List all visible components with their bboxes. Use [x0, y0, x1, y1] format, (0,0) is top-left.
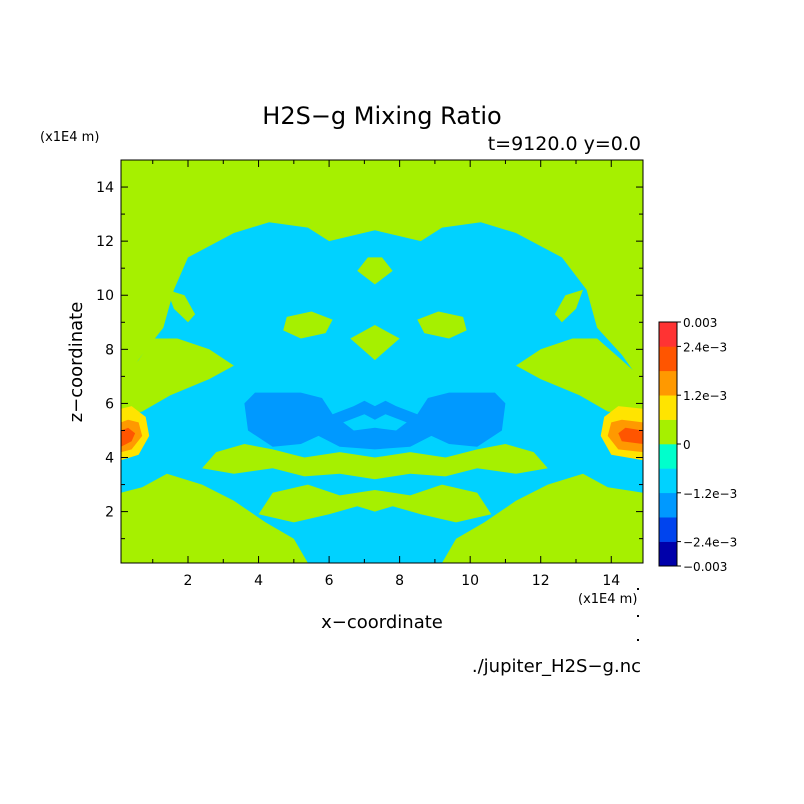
- contour-region: [202, 444, 548, 480]
- plot-frame: [120, 159, 644, 564]
- colorbar-tick-label: −1.2e−3: [683, 487, 737, 501]
- x-tick-label: 14: [602, 573, 620, 589]
- x-unit-label: (x1E4 m): [578, 592, 637, 607]
- contour-region: [258, 484, 492, 523]
- y-tick-label: 8: [105, 342, 114, 358]
- chart-title: H2S−g Mixing Ratio: [262, 102, 501, 130]
- colorbar-swatch: [659, 444, 677, 469]
- y-tick-label: 10: [96, 288, 114, 304]
- colorbar: 0.003 2.4e−3 1.2e−3 0 −1.2e−3 −2.4e−3 −0.003: [658, 316, 737, 574]
- z-unit-label: (x1E4 m): [40, 130, 99, 145]
- colorbar-tick-label: 0: [683, 438, 691, 452]
- contour-region: [283, 311, 333, 339]
- colorbar-tick-label: 1.2e−3: [683, 389, 727, 403]
- colorbar-swatch: [659, 541, 677, 567]
- x-axis-ticks: 2 4 6 8 10 12 14: [152, 160, 620, 589]
- colorbar-swatch: [659, 517, 677, 542]
- y-tick-label: 14: [96, 180, 114, 196]
- corner-mark: [637, 615, 639, 617]
- y-tick-label: 12: [96, 234, 114, 250]
- x-tick-label: 12: [532, 573, 550, 589]
- colorbar-tick-label: 2.4e−3: [683, 340, 727, 354]
- colorbar-swatch: [659, 492, 677, 518]
- colorbar-tick-label: −0.003: [683, 560, 727, 574]
- y-tick-label: 4: [105, 451, 114, 467]
- contour-region: [568, 500, 643, 526]
- chart-subtitle: t=9120.0 y=0.0: [488, 133, 641, 155]
- contour-region: [417, 311, 467, 339]
- contour-region: [618, 427, 643, 444]
- corner-mark: [637, 588, 639, 590]
- contour-region: [516, 338, 643, 417]
- corner-mark: [637, 639, 639, 641]
- x-tick-label: 6: [325, 573, 334, 589]
- contour-region: [357, 257, 393, 285]
- x-axis-label: x−coordinate: [321, 612, 443, 633]
- colorbar-swatch: [659, 468, 677, 494]
- colorbar-tick-label: −2.4e−3: [683, 536, 737, 550]
- colorbar-swatch: [659, 322, 677, 347]
- contour-region: [121, 338, 234, 417]
- colorbar-swatch: [659, 370, 677, 396]
- y-tick-label: 2: [105, 505, 114, 521]
- x-tick-label: 4: [254, 573, 263, 589]
- plot-area: 2 4 6 8 10 12 14 2 4 6 8 10 12 14: [96, 159, 644, 589]
- contour-region: [343, 414, 407, 431]
- contour-region: [121, 427, 136, 447]
- y-axis-label: z−coordinate: [66, 302, 87, 423]
- contour-regions: [121, 222, 643, 563]
- y-tick-label: 6: [105, 396, 114, 412]
- contour-region: [121, 500, 181, 526]
- colorbar-swatch: [659, 419, 677, 445]
- colorbar-tick-label: 0.003: [683, 316, 717, 330]
- x-tick-label: 10: [461, 573, 479, 589]
- contour-region: [121, 222, 643, 563]
- contour-region: [166, 289, 196, 323]
- contour-region: [350, 325, 400, 361]
- colorbar-swatch: [659, 346, 677, 372]
- colorbar-swatch: [659, 395, 677, 420]
- corner-marks: [637, 588, 639, 641]
- source-filename: ./jupiter_H2S−g.nc: [472, 656, 641, 677]
- y-axis-ticks: 2 4 6 8 10 12 14: [96, 180, 643, 540]
- x-tick-label: 2: [184, 573, 193, 589]
- contour-region: [554, 289, 583, 323]
- x-tick-label: 8: [395, 573, 404, 589]
